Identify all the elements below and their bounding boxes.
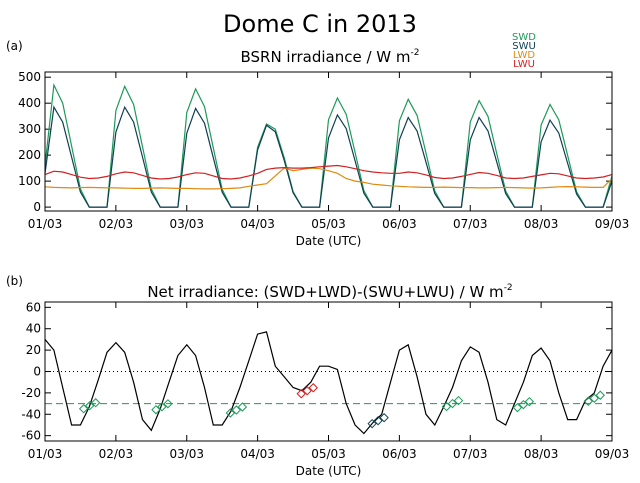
x-tick-label: 09/03 — [595, 217, 630, 231]
data-line — [44, 164, 613, 180]
x-tick-label: 02/03 — [99, 447, 134, 461]
x-tick-label: 04/03 — [240, 447, 275, 461]
y-tick-label: 400 — [18, 96, 41, 110]
y-tick-label: 100 — [18, 174, 41, 188]
x-axis-label: Date (UTC) — [296, 464, 362, 478]
panel-title: BSRN irradiance / W m-2 — [240, 48, 419, 66]
x-tick-label: 05/03 — [311, 217, 346, 231]
x-tick-label: 05/03 — [311, 447, 346, 461]
y-tick-label: 500 — [18, 70, 41, 84]
x-axis-label: Date (UTC) — [296, 234, 362, 248]
x-tick-label: 01/03 — [28, 217, 63, 231]
data-line — [44, 331, 613, 435]
y-tick-label: 300 — [18, 122, 41, 136]
y-tick-label: 0 — [33, 200, 41, 214]
title-superscript: -2 — [411, 48, 420, 58]
y-tick-label: 60 — [26, 300, 41, 314]
plot-frame — [44, 71, 613, 212]
marker — [441, 395, 464, 412]
y-tick-label: 200 — [18, 148, 41, 162]
x-tick-label: 01/03 — [28, 447, 63, 461]
data-line — [44, 167, 613, 190]
marker — [151, 399, 173, 415]
marker — [512, 396, 535, 413]
marker — [78, 398, 101, 414]
title-text: BSRN irradiance / W m — [240, 48, 410, 66]
x-tick-label: 03/03 — [169, 217, 204, 231]
y-tick-label: 20 — [26, 343, 41, 357]
x-tick-label: 06/03 — [382, 217, 417, 231]
data-line — [44, 105, 613, 208]
legend-entry: LWD — [513, 50, 536, 61]
y-tick-label: -40 — [21, 407, 41, 421]
x-tick-label: 04/03 — [240, 217, 275, 231]
x-tick-label: 06/03 — [382, 447, 417, 461]
x-tick-label: 08/03 — [524, 447, 559, 461]
x-tick-label: 07/03 — [453, 447, 488, 461]
title-text: Net irradiance: (SWD+LWD)-(SWU+LWU) / W … — [147, 283, 503, 301]
main-title: Dome C in 2013 — [223, 10, 417, 38]
y-tick-label: -20 — [21, 386, 41, 400]
title-superscript: -2 — [504, 283, 513, 293]
y-tick-label: 0 — [33, 365, 41, 379]
x-tick-label: 09/03 — [595, 447, 630, 461]
x-tick-label: 07/03 — [453, 217, 488, 231]
panel-label: (a) — [6, 39, 23, 53]
plot-frame — [44, 301, 613, 442]
marker — [296, 383, 318, 399]
x-tick-label: 03/03 — [169, 447, 204, 461]
x-tick-label: 08/03 — [524, 217, 559, 231]
y-tick-label: 40 — [26, 322, 41, 336]
x-tick-label: 02/03 — [99, 217, 134, 231]
marker — [225, 402, 248, 418]
legend-entry: SWU — [512, 41, 536, 52]
marker — [583, 390, 605, 406]
panel-label: (b) — [6, 274, 23, 288]
panel-title: Net irradiance: (SWD+LWD)-(SWU+LWU) / W … — [147, 283, 512, 301]
y-tick-label: -60 — [21, 429, 41, 443]
legend-entry: LWU — [513, 59, 535, 70]
legend-entry: SWD — [512, 32, 536, 43]
marker — [367, 412, 389, 429]
